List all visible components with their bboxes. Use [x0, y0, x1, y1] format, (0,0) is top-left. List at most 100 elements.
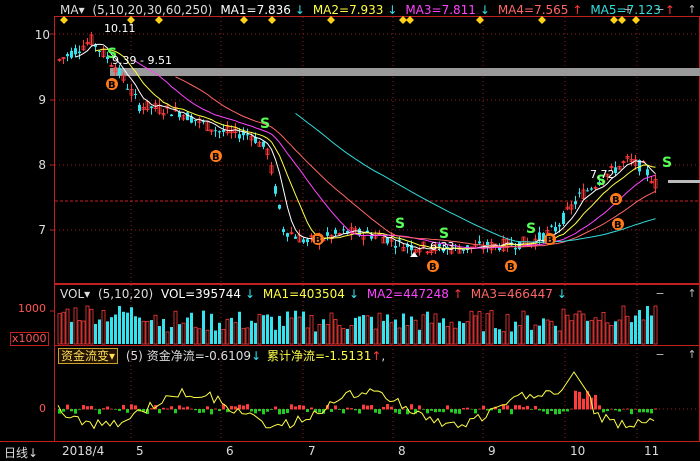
- buy-signal-marker: B: [429, 262, 437, 273]
- flow-bar: [414, 409, 417, 414]
- flow-bar: [514, 405, 517, 410]
- volume-bar: [634, 315, 637, 344]
- volume-bar: [526, 315, 529, 344]
- flow-separator: ,: [381, 349, 386, 363]
- flow-bar: [214, 408, 217, 410]
- candle-body: [562, 212, 565, 224]
- price-gap-band: [110, 68, 700, 76]
- buy-signal-badge: [106, 78, 118, 90]
- flow-bar: [346, 407, 349, 410]
- candle-body: [254, 136, 257, 143]
- candle-body: [429, 249, 434, 254]
- ma-indicator-menu[interactable]: MA▾: [60, 3, 85, 17]
- volume-bar: [601, 311, 606, 345]
- flow-bar: [506, 405, 509, 410]
- vol-unit-label: x1000: [10, 332, 49, 346]
- flow-bar: [210, 409, 213, 415]
- volume-bar: [402, 313, 405, 344]
- candle-body: [401, 247, 406, 252]
- candle-body: [89, 34, 94, 45]
- flow-bar: [330, 409, 333, 412]
- candle-body: [118, 67, 121, 76]
- candle-body: [601, 180, 606, 183]
- volume-bar: [586, 320, 589, 344]
- volume-bar: [565, 314, 570, 345]
- volume-bar: [77, 320, 82, 345]
- candle-body: [342, 229, 345, 231]
- flow-bar: [426, 409, 429, 414]
- date-label: 5: [136, 444, 144, 458]
- flow-bar: [78, 409, 81, 410]
- candle-body: [326, 232, 329, 236]
- candle-body: [425, 251, 430, 254]
- flow-bar: [606, 409, 609, 412]
- flow-bar: [86, 406, 89, 410]
- volume-bar: [134, 316, 137, 344]
- flow-expand-button[interactable]: ↑: [687, 348, 697, 361]
- candle-body: [85, 41, 90, 45]
- flow-bar: [298, 405, 301, 410]
- flow-bar: [546, 409, 549, 415]
- flow-bar: [406, 409, 409, 415]
- volume-bar: [181, 322, 186, 345]
- buy-signal-badge: [610, 193, 622, 205]
- flow-bar: [146, 409, 149, 415]
- flow-bar: [610, 408, 613, 410]
- volume-bar: [270, 316, 273, 344]
- vol-ma2-value: MA2=447248: [366, 287, 449, 301]
- candle-body: [569, 204, 574, 210]
- vol-zoom-out-button[interactable]: −: [655, 287, 665, 300]
- vol-indicator-menu[interactable]: VOL▾: [60, 287, 91, 301]
- candle-body: [381, 236, 386, 244]
- flow-cum-arrow: ↑: [371, 349, 382, 363]
- candle-body: [94, 44, 97, 47]
- main-zoom-out-button[interactable]: −: [655, 3, 665, 16]
- volume-bar: [122, 311, 125, 344]
- flow-bar: [62, 409, 65, 412]
- volume-bar: [162, 318, 165, 344]
- vol-expand-button[interactable]: ↑: [687, 287, 697, 300]
- flow-bar: [134, 405, 137, 410]
- flow-bar: [158, 409, 161, 414]
- volume-bar: [274, 329, 277, 344]
- flow-bar: [462, 408, 465, 410]
- candle-body: [578, 192, 581, 194]
- candle-body: [498, 246, 501, 251]
- period-selector[interactable]: 日线↓: [4, 446, 39, 460]
- flow-legend: 资金流变▾ (5) 资金净流=-0.6109↓ 累计净流=-1.5131↑,: [58, 347, 385, 364]
- buy-signal-badge: [210, 150, 222, 162]
- vol-ma3-value: MA3=466447: [470, 287, 553, 301]
- volume-bar: [538, 325, 541, 344]
- volume-bar: [482, 331, 485, 344]
- flow-bar: [270, 409, 273, 410]
- flow-zoom-out-button[interactable]: −: [655, 348, 665, 361]
- flow-indicator-menu[interactable]: 资金流变▾: [58, 348, 119, 364]
- volume-bar: [233, 322, 238, 345]
- volume-bar: [289, 317, 294, 345]
- ma1-arrow: ↓: [294, 3, 305, 17]
- volume-bar: [309, 315, 314, 345]
- main-expand-button[interactable]: ↑: [687, 3, 697, 16]
- candle-body: [462, 249, 465, 251]
- flow-bar: [226, 409, 229, 413]
- candle-body: [306, 239, 309, 243]
- main-zoom-in-button[interactable]: +: [623, 3, 633, 16]
- flow-bar: [74, 409, 77, 414]
- volume-bar: [322, 319, 325, 344]
- candle-body: [386, 237, 389, 244]
- flow-bar: [118, 409, 121, 411]
- volume-bar: [325, 324, 330, 345]
- volume-bar: [521, 310, 526, 345]
- candle-body: [74, 48, 77, 55]
- ma1-value: MA1=7.836: [220, 3, 291, 17]
- candle-body: [269, 165, 274, 174]
- candle-body: [421, 241, 426, 248]
- ma3-value: MA3=7.811: [405, 3, 476, 17]
- flow-bar: [318, 409, 321, 413]
- last-price-annotation: 7.72: [590, 168, 615, 181]
- flow-bar: [578, 391, 581, 410]
- flow-bar: [526, 405, 529, 410]
- candle-body: [170, 114, 173, 117]
- high-price-annotation: 10.11: [104, 22, 136, 35]
